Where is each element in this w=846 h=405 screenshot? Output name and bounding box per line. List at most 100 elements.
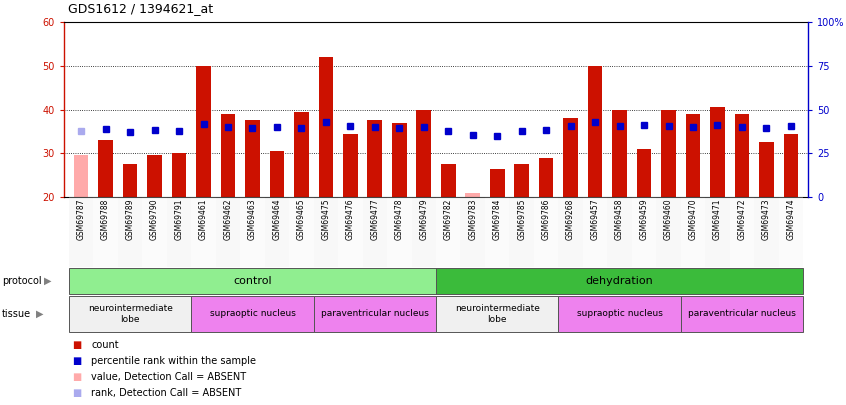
Bar — [613, 109, 627, 197]
Text: GSM69782: GSM69782 — [444, 198, 453, 240]
Text: paraventricular nucleus: paraventricular nucleus — [688, 309, 796, 318]
Bar — [387, 197, 411, 267]
Text: ▶: ▶ — [44, 276, 52, 286]
Text: GSM69476: GSM69476 — [346, 198, 354, 240]
Text: GSM69789: GSM69789 — [125, 198, 135, 240]
Bar — [485, 197, 509, 267]
Text: GSM69460: GSM69460 — [664, 198, 673, 240]
Bar — [588, 66, 602, 197]
Bar — [558, 296, 681, 332]
Bar — [730, 197, 754, 267]
Bar — [363, 197, 387, 267]
Text: ■: ■ — [73, 356, 82, 366]
Bar — [662, 109, 676, 197]
Text: GSM69787: GSM69787 — [77, 198, 85, 240]
Text: GSM69470: GSM69470 — [689, 198, 697, 240]
Bar — [167, 197, 191, 267]
Text: ■: ■ — [73, 388, 82, 398]
Text: GSM69472: GSM69472 — [738, 198, 746, 240]
Text: GSM69477: GSM69477 — [371, 198, 379, 240]
Bar — [98, 140, 113, 197]
Bar — [367, 120, 382, 197]
Text: tissue: tissue — [2, 309, 30, 319]
Text: value, Detection Call = ABSENT: value, Detection Call = ABSENT — [91, 372, 246, 382]
Text: GSM69459: GSM69459 — [640, 198, 649, 240]
Bar — [754, 197, 778, 267]
Bar — [734, 114, 750, 197]
Text: GSM69479: GSM69479 — [420, 198, 428, 240]
Bar — [240, 197, 265, 267]
Bar — [759, 142, 774, 197]
Text: GSM69786: GSM69786 — [541, 198, 551, 240]
Bar — [245, 120, 260, 197]
Bar — [191, 296, 314, 332]
Bar — [172, 153, 186, 197]
Bar — [436, 296, 558, 332]
Text: GSM69458: GSM69458 — [615, 198, 624, 240]
Text: paraventricular nucleus: paraventricular nucleus — [321, 309, 429, 318]
Bar — [436, 268, 803, 294]
Bar — [563, 118, 578, 197]
Text: GSM69475: GSM69475 — [321, 198, 331, 240]
Bar — [607, 197, 632, 267]
Bar — [778, 197, 803, 267]
Bar — [93, 197, 118, 267]
Bar — [69, 197, 93, 267]
Text: neurointermediate
lobe: neurointermediate lobe — [455, 304, 540, 324]
Bar — [221, 114, 235, 197]
Bar — [314, 296, 436, 332]
Text: GDS1612 / 1394621_at: GDS1612 / 1394621_at — [69, 2, 213, 15]
Bar — [416, 109, 431, 197]
Text: GSM69474: GSM69474 — [787, 198, 795, 240]
Text: GSM69462: GSM69462 — [223, 198, 233, 240]
Bar — [343, 134, 358, 197]
Text: GSM69478: GSM69478 — [395, 198, 404, 240]
Text: count: count — [91, 340, 118, 350]
Bar — [314, 197, 338, 267]
Bar — [583, 197, 607, 267]
Text: dehydration: dehydration — [585, 276, 653, 286]
Text: GSM69791: GSM69791 — [174, 198, 184, 240]
Bar — [69, 296, 191, 332]
Text: GSM69457: GSM69457 — [591, 198, 600, 240]
Text: GSM69784: GSM69784 — [492, 198, 502, 240]
Text: protocol: protocol — [2, 276, 41, 286]
Bar — [147, 156, 162, 197]
Bar — [534, 197, 558, 267]
Bar — [514, 164, 529, 197]
Bar — [681, 197, 706, 267]
Bar — [637, 149, 651, 197]
Bar — [460, 197, 485, 267]
Text: rank, Detection Call = ABSENT: rank, Detection Call = ABSENT — [91, 388, 241, 398]
Bar — [319, 57, 333, 197]
Text: GSM69471: GSM69471 — [713, 198, 722, 240]
Bar — [706, 197, 730, 267]
Text: GSM69783: GSM69783 — [468, 198, 477, 240]
Bar — [509, 197, 534, 267]
Bar — [74, 156, 89, 197]
Bar — [265, 197, 289, 267]
Text: ■: ■ — [73, 340, 82, 350]
Text: percentile rank within the sample: percentile rank within the sample — [91, 356, 256, 366]
Text: supraoptic nucleus: supraoptic nucleus — [210, 309, 295, 318]
Text: GSM69785: GSM69785 — [517, 198, 526, 240]
Bar — [142, 197, 167, 267]
Bar — [196, 66, 211, 197]
Bar — [289, 197, 314, 267]
Text: supraoptic nucleus: supraoptic nucleus — [577, 309, 662, 318]
Bar — [216, 197, 240, 267]
Text: neurointermediate
lobe: neurointermediate lobe — [88, 304, 173, 324]
Bar — [338, 197, 363, 267]
Text: control: control — [233, 276, 272, 286]
Bar — [656, 197, 681, 267]
Bar — [294, 112, 309, 197]
Bar — [632, 197, 656, 267]
Bar — [490, 168, 504, 197]
Bar — [123, 164, 137, 197]
Bar — [710, 107, 725, 197]
Bar — [558, 197, 583, 267]
Text: GSM69473: GSM69473 — [762, 198, 771, 240]
Bar — [539, 158, 553, 197]
Bar — [465, 193, 480, 197]
Bar — [392, 123, 407, 197]
